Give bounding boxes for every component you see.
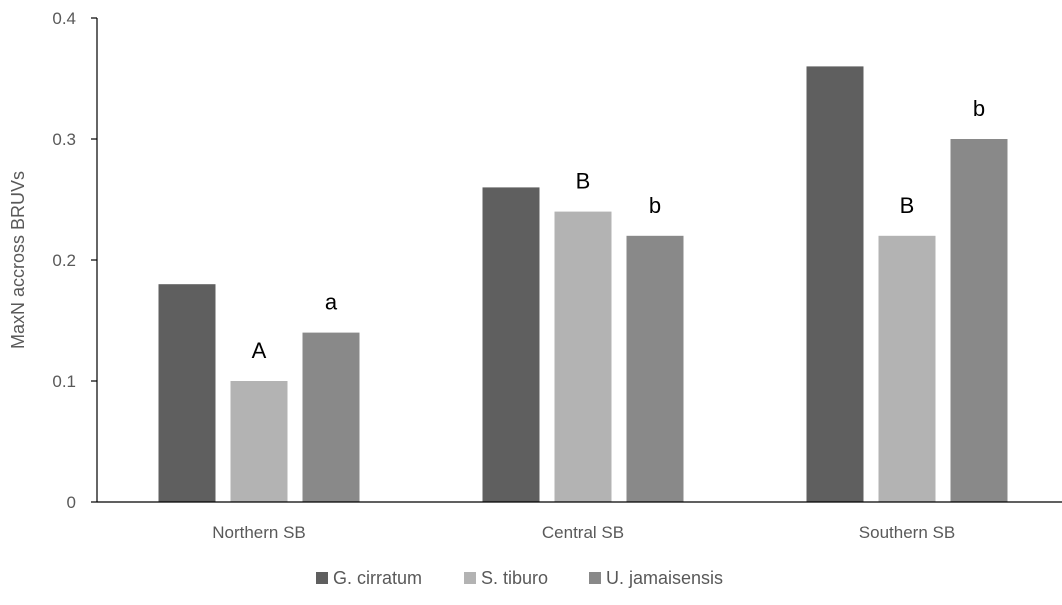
significance-label: B [900, 193, 915, 218]
bar [626, 235, 684, 503]
legend-swatch [589, 572, 601, 584]
legend-label: G. cirratum [333, 568, 422, 588]
x-axis: Northern SB Central SB Southern SB [97, 501, 1062, 542]
significance-label: A [252, 338, 267, 363]
y-axis-label: MaxN accross BRUVs [8, 171, 28, 349]
significance-label: a [325, 290, 338, 315]
legend: G. cirratum S. tiburo U. jamaisensis [316, 568, 723, 588]
legend-label: U. jamaisensis [606, 568, 723, 588]
bar [302, 332, 360, 502]
legend-label: S. tiburo [481, 568, 548, 588]
significance-label: b [973, 96, 985, 121]
significance-label: b [649, 193, 661, 218]
y-axis: 0 0.1 0.2 0.3 0.4 [52, 9, 98, 512]
y-tick-label: 0.4 [52, 9, 76, 28]
bars [158, 66, 1008, 503]
bar [230, 381, 288, 502]
y-tick-label: 0.2 [52, 251, 76, 270]
x-tick-label: Central SB [542, 523, 624, 542]
x-tick-label: Northern SB [212, 523, 306, 542]
y-tick-label: 0 [67, 493, 76, 512]
significance-annotations: Aa Bb Bb [252, 96, 985, 363]
bar [878, 235, 936, 503]
legend-swatch [316, 572, 328, 584]
y-tick-label: 0.1 [52, 372, 76, 391]
bar [554, 211, 612, 502]
bar [482, 187, 540, 502]
bar [806, 66, 864, 503]
y-tick-label: 0.3 [52, 130, 76, 149]
bar [950, 139, 1008, 502]
x-tick-label: Southern SB [859, 523, 955, 542]
bar [158, 284, 216, 502]
significance-label: B [576, 169, 591, 194]
legend-swatch [464, 572, 476, 584]
